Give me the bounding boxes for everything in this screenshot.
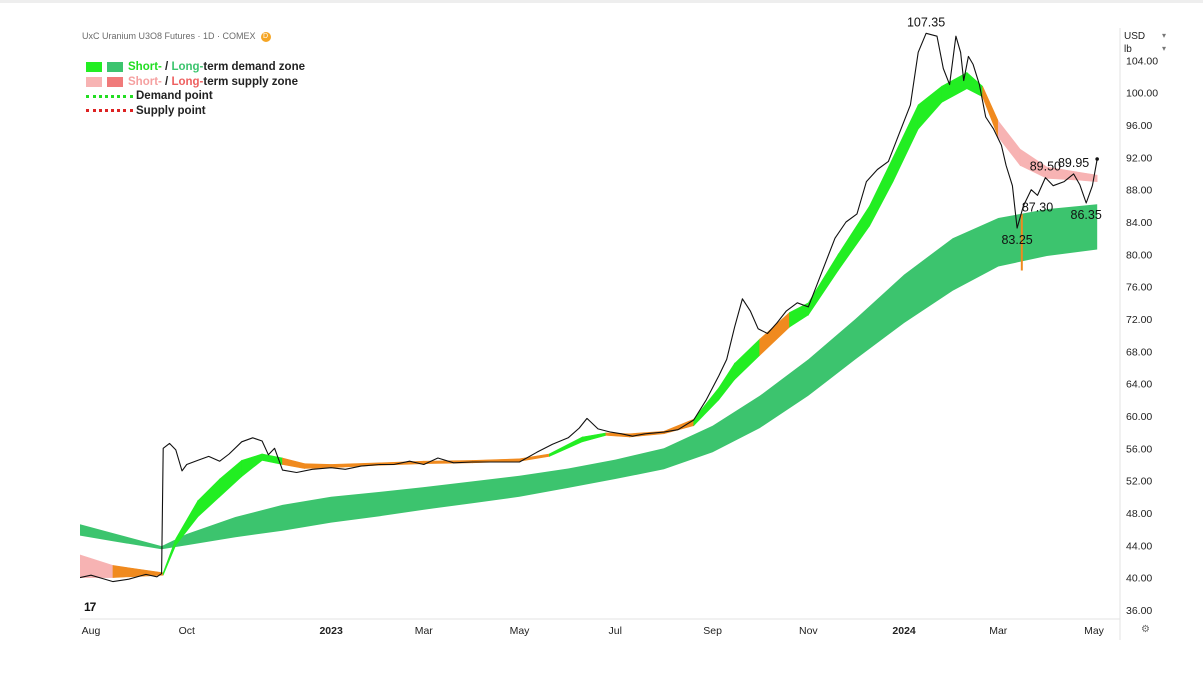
short-term-zone-segment bbox=[219, 459, 242, 498]
price-line bbox=[80, 32, 1098, 583]
short-term-zone-segment bbox=[581, 432, 607, 443]
settings-icon[interactable]: ⚙ bbox=[1141, 624, 1150, 635]
short-term-zone-segment bbox=[966, 71, 983, 98]
x-tick-label: 2024 bbox=[892, 625, 916, 637]
y-tick-label: 76.00 bbox=[1126, 282, 1152, 294]
legend-supply-point: Supply point bbox=[86, 104, 305, 119]
x-tick-label: Mar bbox=[415, 625, 434, 637]
chart-title: UxC Uranium U3O8 Futures · 1D · COMEX D bbox=[82, 31, 271, 42]
y-tick-label: 64.00 bbox=[1126, 379, 1152, 391]
plot-area bbox=[80, 32, 1099, 583]
short-term-zone-segment bbox=[808, 253, 839, 316]
short-term-zone-segment bbox=[197, 478, 221, 518]
price-annotation: 87.30 bbox=[1022, 200, 1053, 214]
delayed-badge[interactable]: D bbox=[260, 31, 271, 42]
short-term-zone-segment bbox=[759, 311, 790, 357]
y-tick-label: 92.00 bbox=[1126, 152, 1152, 164]
y-tick-label: 48.00 bbox=[1126, 508, 1152, 520]
y-tick-label: 60.00 bbox=[1126, 411, 1152, 423]
unit-selector[interactable]: lb ▾ bbox=[1124, 44, 1166, 55]
short-demand-swatch bbox=[86, 62, 102, 73]
legend-long-label: Long- bbox=[171, 61, 204, 74]
x-tick-label: May bbox=[1084, 625, 1105, 637]
x-tick-label: Mar bbox=[989, 625, 1008, 637]
y-tick-label: 44.00 bbox=[1126, 540, 1152, 552]
price-annotation: 89.95 bbox=[1058, 156, 1089, 170]
long-supply-swatch bbox=[107, 76, 123, 87]
short-term-zone-segment bbox=[734, 338, 760, 381]
supply-point-swatch bbox=[86, 109, 133, 113]
x-tick-label: Jul bbox=[609, 625, 622, 637]
y-tick-label: 96.00 bbox=[1126, 120, 1152, 132]
chevron-down-icon: ▾ bbox=[1161, 44, 1166, 53]
price-annotation: 107.35 bbox=[907, 15, 945, 29]
short-term-zone-segment bbox=[1076, 171, 1098, 182]
legend-supply-rest: term supply zone bbox=[203, 75, 298, 88]
legend-long-label: Long- bbox=[171, 75, 204, 88]
y-tick-label: 52.00 bbox=[1126, 476, 1152, 488]
y-tick-label: 84.00 bbox=[1126, 217, 1152, 229]
price-annotation: 83.25 bbox=[1001, 233, 1032, 247]
legend: Short- / Long-term demand zone Short- / … bbox=[86, 60, 305, 118]
y-tick-label: 68.00 bbox=[1126, 346, 1152, 358]
long-term-demand-zone bbox=[80, 204, 1098, 550]
tradingview-logo-icon: 17 bbox=[84, 600, 96, 614]
legend-supply-zone: Short- / Long-term supply zone bbox=[86, 75, 305, 90]
x-tick-label: Nov bbox=[799, 625, 818, 637]
legend-separator: / bbox=[161, 61, 172, 74]
y-tick-label: 88.00 bbox=[1126, 185, 1152, 197]
short-term-zone-segment bbox=[997, 120, 1021, 167]
demand-point-swatch bbox=[86, 94, 133, 98]
currency-label: USD bbox=[1124, 31, 1146, 42]
short-term-zone-segment bbox=[241, 453, 263, 478]
y-tick-label: 40.00 bbox=[1126, 573, 1152, 585]
short-term-zone-segment bbox=[282, 457, 305, 469]
short-term-zone-segment bbox=[917, 85, 943, 130]
short-term-zone-segment bbox=[869, 157, 894, 227]
legend-demand-point-label: Demand point bbox=[136, 90, 213, 103]
top-border bbox=[0, 0, 1203, 3]
x-tick-label: Oct bbox=[179, 625, 195, 637]
y-tick-label: 100.00 bbox=[1126, 88, 1158, 100]
y-tick-label: 56.00 bbox=[1126, 443, 1152, 455]
short-supply-swatch bbox=[86, 76, 102, 87]
legend-short-label: Short- bbox=[128, 75, 162, 88]
last-price-point bbox=[1095, 157, 1099, 161]
legend-separator: / bbox=[161, 75, 172, 88]
long-demand-swatch bbox=[107, 62, 123, 73]
y-tick-label: 72.00 bbox=[1126, 314, 1152, 326]
legend-demand-point: Demand point bbox=[86, 89, 305, 104]
chart-title-text: UxC Uranium U3O8 Futures · 1D · COMEX bbox=[82, 31, 256, 41]
y-tick-label: 104.00 bbox=[1126, 55, 1158, 67]
x-tick-label: 2023 bbox=[319, 625, 343, 637]
y-tick-label: 36.00 bbox=[1126, 605, 1152, 617]
price-annotation: 86.35 bbox=[1071, 208, 1102, 222]
legend-demand-rest: term demand zone bbox=[203, 61, 305, 74]
price-annotation: 89.50 bbox=[1030, 160, 1061, 174]
legend-supply-point-label: Supply point bbox=[136, 104, 206, 117]
legend-demand-zone: Short- / Long-term demand zone bbox=[86, 60, 305, 75]
legend-short-label: Short- bbox=[128, 61, 162, 74]
currency-selector[interactable]: USD ▾ bbox=[1124, 31, 1166, 42]
short-term-zone-segment bbox=[519, 453, 550, 462]
chevron-down-icon: ▾ bbox=[1161, 31, 1166, 40]
x-tick-label: Sep bbox=[703, 625, 722, 637]
unit-label: lb bbox=[1124, 44, 1132, 55]
x-tick-label: May bbox=[510, 625, 531, 637]
x-tick-label: Aug bbox=[82, 625, 101, 637]
short-term-zone-segment bbox=[693, 386, 720, 427]
short-term-zone-segment bbox=[549, 436, 583, 457]
short-term-zone-segment bbox=[112, 565, 164, 578]
short-term-zone-segment bbox=[718, 362, 735, 401]
y-tick-label: 80.00 bbox=[1126, 249, 1152, 261]
short-term-zone-segment bbox=[80, 554, 114, 578]
